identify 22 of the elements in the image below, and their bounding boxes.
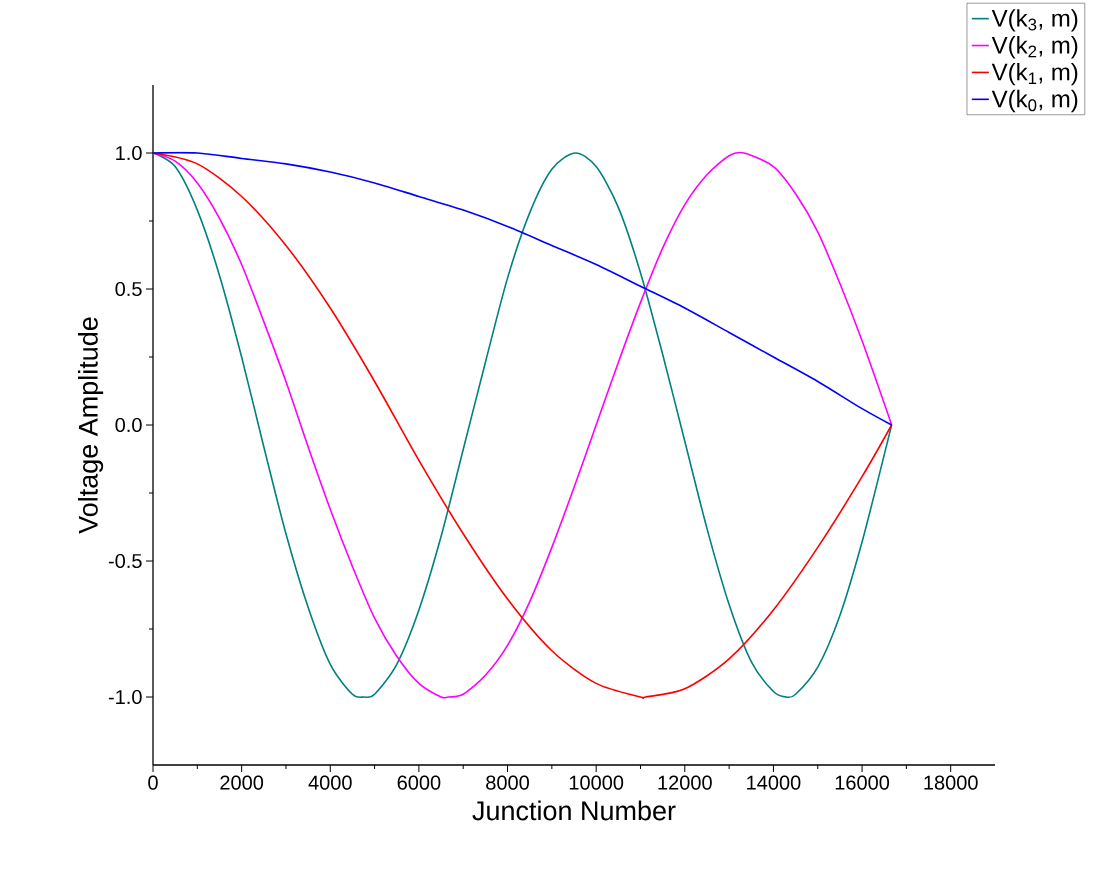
x-tick-label: 12000 [658,775,712,790]
y-tick-label: -0.5 [108,553,142,569]
x-tick-label: 18000 [924,775,978,790]
x-tick-label: 0 [148,775,158,790]
y-axis-title: Voltage Amplitude [77,317,104,534]
x-tick-label: 14000 [747,775,801,790]
y-tick-label: 1.0 [116,145,142,161]
line-series [153,151,893,426]
legend-label: V(k$_{3}$, m) [991,9,1078,32]
x-tick-label: 16000 [835,775,890,790]
y-tick-label: 0.0 [115,417,142,433]
x-axis-title: Junction Number [472,800,676,821]
y-tick-label: 0.5 [115,281,142,297]
x-tick-label: 4000 [308,775,352,790]
x-tick-label: 10000 [569,775,624,790]
legend-label: V(k$_{0}$, m) [991,89,1078,113]
x-tick-label: 2000 [220,775,264,790]
legend-label: V(k$_{1}$, m) [991,62,1078,86]
y-tick-label: -1.0 [108,689,142,705]
legend-label: V(k$_{2}$, m) [991,36,1078,59]
x-tick-label: 8000 [486,775,529,790]
x-tick-label: 6000 [397,775,441,790]
